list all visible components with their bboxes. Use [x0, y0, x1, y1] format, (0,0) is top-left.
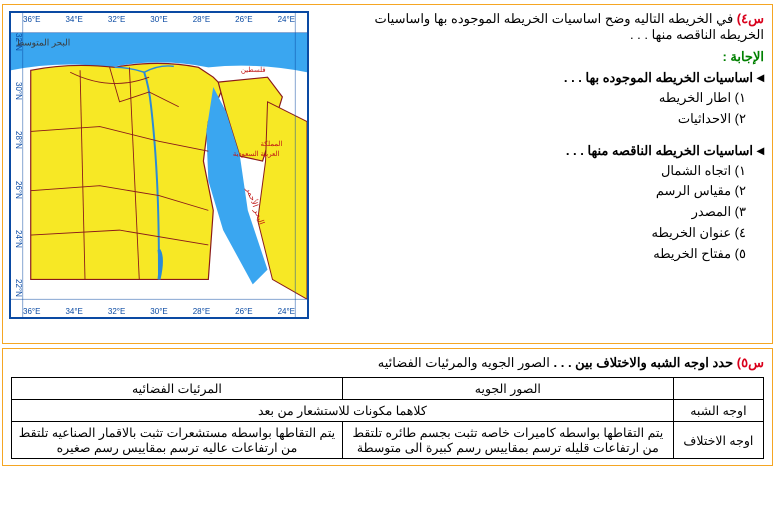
row-diff-aerial: يتم التقاطها بواسطه كاميرات خاصه تثبت بج…: [342, 422, 673, 459]
x-tick: 34°E: [65, 307, 82, 316]
missing-item: ٢) مقياس الرسم: [334, 181, 746, 202]
x-tick-top: 36°E: [23, 15, 40, 24]
y-tick: 32°N: [11, 33, 23, 51]
question-4-box: س٤) في الخريطه التاليه وضح اساسيات الخري…: [2, 4, 773, 344]
missing-list: ١) اتجاه الشمال ٢) مقياس الرسم ٣) المصدر…: [334, 161, 746, 265]
q4-label: س٤): [737, 11, 764, 26]
missing-item: ٣) المصدر: [334, 202, 746, 223]
q5-bold-text: حدد اوجه الشبه والاختلاف بين . . .: [554, 355, 734, 370]
x-tick-top: 24°E: [278, 15, 295, 24]
x-tick-top: 34°E: [65, 15, 82, 24]
missing-item: ٥) مفتاح الخريطه: [334, 244, 746, 265]
q5-label: س٥): [737, 355, 764, 370]
label-saudi: المملكة: [261, 140, 283, 148]
missing-heading: اساسيات الخريطه الناقصه منها . . .: [334, 142, 764, 159]
row-heading-diff: اوجه الاختلاف: [673, 422, 763, 459]
missing-item: ١) اتجاه الشمال: [334, 161, 746, 182]
present-list: ١) اطار الخريطه ٢) الاحداثيات: [334, 88, 746, 130]
q5-tail: الصور الجويه والمرئيات الفضائيه: [378, 355, 550, 370]
svg-text:العربية السعودية: العربية السعودية: [233, 150, 280, 158]
y-tick: 26°N: [11, 181, 23, 199]
label-palestine: فلسطين: [241, 66, 266, 74]
x-tick: 24°E: [278, 307, 295, 316]
row-heading-similar: اوجه الشبه: [673, 400, 763, 422]
missing-item: ٤) عنوان الخريطه: [334, 223, 746, 244]
x-tick: 28°E: [193, 307, 210, 316]
row-similar-content: كلاهما مكونات للاستشعار من بعد: [12, 400, 674, 422]
x-tick: 30°E: [150, 307, 167, 316]
q4-prompt: س٤) في الخريطه التاليه وضح اساسيات الخري…: [334, 11, 764, 43]
label-med: البحر المتوسط: [16, 38, 70, 49]
answer-label: الإجابة :: [334, 49, 764, 65]
y-tick: 28°N: [11, 131, 23, 149]
x-tick-top: 30°E: [150, 15, 167, 24]
table-header-row: الصور الجويه المرئيات الفضائيه: [12, 378, 764, 400]
y-tick: 22°N: [11, 279, 23, 297]
header-blank: [673, 378, 763, 400]
egypt-map: البحر المتوسط البحر الأحمر المملكة العرب…: [9, 11, 309, 319]
q4-text: في الخريطه التاليه وضح اساسيات الخريطه ا…: [374, 11, 764, 42]
x-tick: 26°E: [235, 307, 252, 316]
x-tick-top: 26°E: [235, 15, 252, 24]
present-heading: اساسيات الخريطه الموجوده بها . . .: [334, 69, 764, 86]
header-satellite: المرئيات الفضائيه: [12, 378, 343, 400]
row-diff-satellite: يتم التقاطها بواسطه مستشعرات تثبت بالاقم…: [12, 422, 343, 459]
x-tick-top: 32°E: [108, 15, 125, 24]
y-tick: 30°N: [11, 82, 23, 100]
comparison-table: الصور الجويه المرئيات الفضائيه اوجه الشب…: [11, 377, 764, 459]
table-row: اوجه الاختلاف يتم التقاطها بواسطه كاميرا…: [12, 422, 764, 459]
present-item: ٢) الاحداثيات: [334, 109, 746, 130]
x-tick-top: 28°E: [193, 15, 210, 24]
table-row: اوجه الشبه كلاهما مكونات للاستشعار من بع…: [12, 400, 764, 422]
question-5-box: س٥) حدد اوجه الشبه والاختلاف بين . . . ا…: [2, 348, 773, 466]
present-item: ١) اطار الخريطه: [334, 88, 746, 109]
header-aerial: الصور الجويه: [342, 378, 673, 400]
x-tick: 32°E: [108, 307, 125, 316]
x-tick: 36°E: [23, 307, 40, 316]
y-tick: 24°N: [11, 230, 23, 248]
q5-prompt: س٥) حدد اوجه الشبه والاختلاف بين . . . ا…: [11, 355, 764, 371]
